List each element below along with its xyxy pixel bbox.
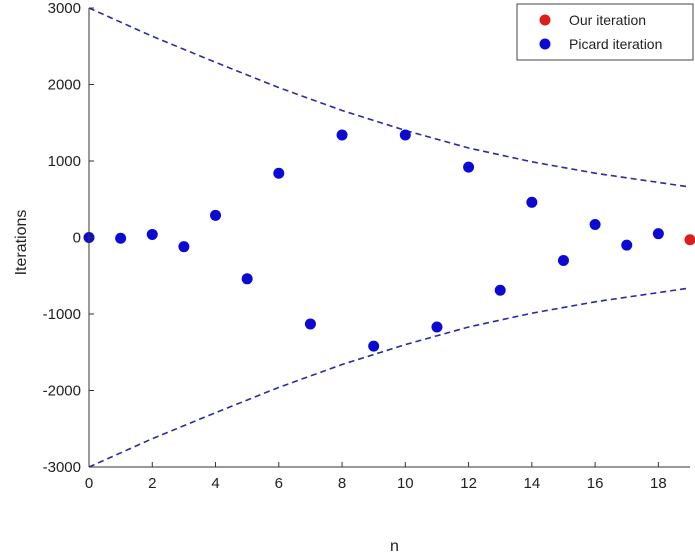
picard-iteration-point <box>494 284 506 296</box>
x-tick-label: 12 <box>460 475 477 492</box>
picard-iteration-point <box>304 318 316 330</box>
picard-iteration-point <box>431 321 443 333</box>
x-tick-label: 2 <box>148 475 156 492</box>
legend-label-our-iteration: Our iteration <box>569 12 646 28</box>
x-tick-label: 18 <box>650 475 667 492</box>
picard-iteration-point <box>368 340 380 352</box>
picard-iteration-point <box>621 239 633 251</box>
y-tick-label: 3000 <box>48 0 81 17</box>
picard-iteration-point <box>526 196 538 208</box>
legend-box <box>516 3 694 61</box>
y-tick-label: -1000 <box>43 306 81 323</box>
x-tick-label: 4 <box>211 475 219 492</box>
axes-layer: 0 2 4 6 8 10 12 14 16 18 -3000 -2000 -1000 0 1000 2000 3… <box>43 0 690 492</box>
x-axis-label: n <box>390 538 399 555</box>
picard-iteration-point <box>115 232 127 244</box>
x-tick-label: 6 <box>275 475 283 492</box>
legend: Our iteration Picard iteration <box>516 3 694 61</box>
y-tick-label: 2000 <box>48 77 81 94</box>
y-tick-label: -3000 <box>43 459 81 476</box>
x-tick-label: 8 <box>338 475 346 492</box>
picard-iteration-point <box>557 254 569 266</box>
x-tick-label: 10 <box>397 475 414 492</box>
x-tick-label: 0 <box>85 475 93 492</box>
y-tick-label: 1000 <box>48 153 81 170</box>
picard-iteration-point <box>178 241 190 253</box>
envelope-lower-line <box>88 287 691 468</box>
legend-label-picard-iteration: Picard iteration <box>569 36 662 52</box>
y-tick-label: 0 <box>73 230 81 247</box>
our-iteration-point <box>684 234 695 246</box>
picard-iteration-point <box>241 273 253 285</box>
picard-iteration-point <box>146 228 158 240</box>
picard-iteration-point <box>463 161 475 173</box>
y-axis-label: Iterations <box>13 210 30 276</box>
legend-marker-picard-iteration <box>539 38 551 50</box>
points-layer <box>83 129 695 352</box>
legend-marker-our-iteration <box>539 14 551 26</box>
y-tick-label: -2000 <box>43 383 81 400</box>
picard-iteration-point <box>399 129 411 141</box>
picard-iteration-point <box>589 218 601 230</box>
envelope-upper-line <box>88 7 691 188</box>
picard-iteration-point <box>652 228 664 240</box>
x-tick-label: 16 <box>587 475 604 492</box>
envelope-layer <box>88 7 691 468</box>
picard-iteration-point <box>336 129 348 141</box>
picard-iteration-point <box>210 209 222 221</box>
picard-iteration-point <box>273 167 285 179</box>
x-tick-label: 14 <box>523 475 540 492</box>
